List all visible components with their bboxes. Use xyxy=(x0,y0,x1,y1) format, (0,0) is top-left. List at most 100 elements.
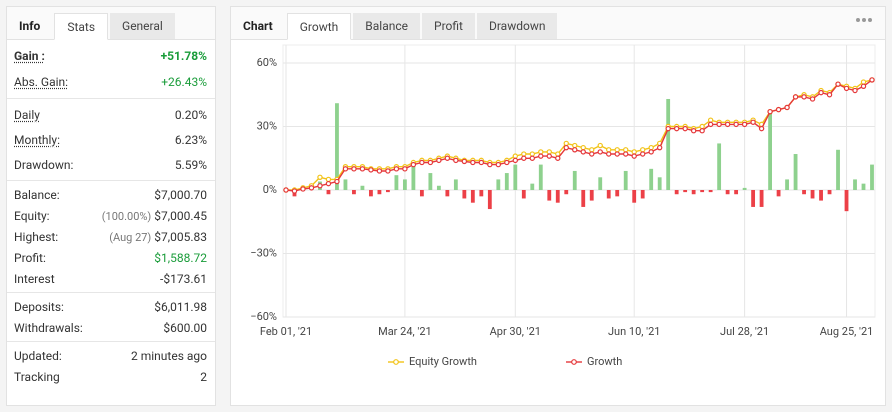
bar xyxy=(640,190,645,199)
stats-row: Gain : +51.78% xyxy=(14,43,207,69)
point-marker xyxy=(300,186,306,192)
stats-row: Equity: (100.00%) $7,000.45 xyxy=(14,205,207,226)
point-marker xyxy=(376,168,383,174)
stat-value: 2 minutes ago xyxy=(131,348,207,363)
tab[interactable]: Stats xyxy=(54,13,109,40)
y-tick-label: −60% xyxy=(250,310,277,323)
point-marker xyxy=(342,166,349,172)
stat-value: $600.00 xyxy=(163,320,207,335)
tab[interactable]: Balance xyxy=(353,13,421,39)
stats-row: Abs. Gain: +26.43% xyxy=(14,69,207,95)
bar xyxy=(657,177,662,190)
bar xyxy=(615,190,620,197)
bar xyxy=(674,190,679,195)
stat-value: +26.43% xyxy=(161,75,207,89)
point-marker xyxy=(351,166,357,172)
bar xyxy=(793,154,798,190)
bar xyxy=(691,190,696,195)
point-marker xyxy=(291,188,298,194)
stat-value-wrap: $7,000.70 xyxy=(154,188,207,202)
x-tick-label: Apr 30, '21 xyxy=(490,325,541,338)
point-marker xyxy=(606,147,612,153)
point-marker xyxy=(325,176,332,183)
bar xyxy=(386,190,390,193)
stat-value-wrap: $6,011.98 xyxy=(154,300,207,314)
point-marker xyxy=(656,144,663,151)
tab[interactable]: Profit xyxy=(422,13,475,39)
bar xyxy=(802,190,806,195)
point-marker xyxy=(699,128,705,134)
point-marker xyxy=(597,149,603,155)
bar xyxy=(402,179,407,190)
point-marker xyxy=(334,178,340,185)
bar xyxy=(776,190,781,197)
point-marker xyxy=(359,166,366,172)
tab[interactable]: General xyxy=(110,13,175,39)
y-tick-label: −30% xyxy=(250,246,277,259)
bar xyxy=(470,190,475,203)
point-marker xyxy=(529,155,535,161)
point-marker xyxy=(597,142,603,149)
menu-icon[interactable] xyxy=(855,16,873,24)
point-marker xyxy=(589,151,595,157)
bar xyxy=(751,190,756,207)
point-marker xyxy=(639,147,646,153)
stats-row: Updated: 2 minutes ago xyxy=(14,345,207,366)
stats-group: Deposits: $6,011.98 Withdrawals: $600.00 xyxy=(7,292,215,341)
stats-row: Monthly: 6.23% xyxy=(14,127,207,152)
tab[interactable]: Drawdown xyxy=(476,13,558,39)
bar xyxy=(598,177,603,190)
bar xyxy=(428,173,433,190)
point-marker xyxy=(792,94,799,100)
point-marker xyxy=(478,159,485,166)
bar xyxy=(521,190,526,199)
stats-group: Updated: 2 minutes ago Tracking 2 xyxy=(7,341,215,390)
point-marker xyxy=(495,161,502,168)
x-tick-label: Mar 24, '21 xyxy=(378,325,432,338)
bar xyxy=(717,143,722,190)
point-marker xyxy=(606,151,612,157)
y-tick-label: 60% xyxy=(257,56,277,69)
point-marker xyxy=(623,151,629,157)
stat-value-wrap: 6.23% xyxy=(175,133,207,147)
point-marker xyxy=(580,144,586,151)
point-marker xyxy=(648,144,654,151)
stats-row: Withdrawals: $600.00 xyxy=(14,317,207,338)
bar xyxy=(649,168,654,190)
stat-label: Balance: xyxy=(14,187,60,202)
point-marker xyxy=(410,161,417,168)
point-marker xyxy=(521,155,527,161)
point-marker xyxy=(555,155,561,161)
stat-value: +51.78% xyxy=(160,49,207,63)
bar xyxy=(555,190,560,203)
tab[interactable]: Growth xyxy=(286,13,352,40)
bar xyxy=(734,190,739,195)
point-marker xyxy=(631,153,637,159)
stat-label: Daily xyxy=(14,107,40,122)
point-marker xyxy=(826,92,833,98)
point-marker xyxy=(623,147,629,153)
bar xyxy=(844,190,849,212)
bar xyxy=(377,190,382,195)
legend-label: Equity Growth xyxy=(409,355,477,368)
bar xyxy=(742,187,747,190)
point-marker xyxy=(665,125,671,132)
bar xyxy=(861,183,866,190)
stat-value-wrap: $600.00 xyxy=(163,321,207,335)
stat-label: Abs. Gain: xyxy=(14,75,69,89)
point-marker xyxy=(716,121,722,128)
stat-label: Monthly: xyxy=(14,132,60,147)
point-marker xyxy=(835,81,841,87)
bar xyxy=(445,190,450,197)
x-tick-label: Feb 01, '21 xyxy=(260,325,312,338)
tab-bar: Info Stats General xyxy=(7,7,215,40)
point-marker xyxy=(801,94,807,100)
stats-group: Balance: $7,000.70 Equity: (100.00%) $7,000.… xyxy=(7,180,215,292)
bar xyxy=(513,164,518,190)
stat-value-wrap: +26.43% xyxy=(161,75,207,89)
bar xyxy=(453,179,458,190)
stat-value-wrap: $1,588.72 xyxy=(154,251,207,265)
bar xyxy=(572,170,577,190)
point-marker xyxy=(809,96,816,102)
